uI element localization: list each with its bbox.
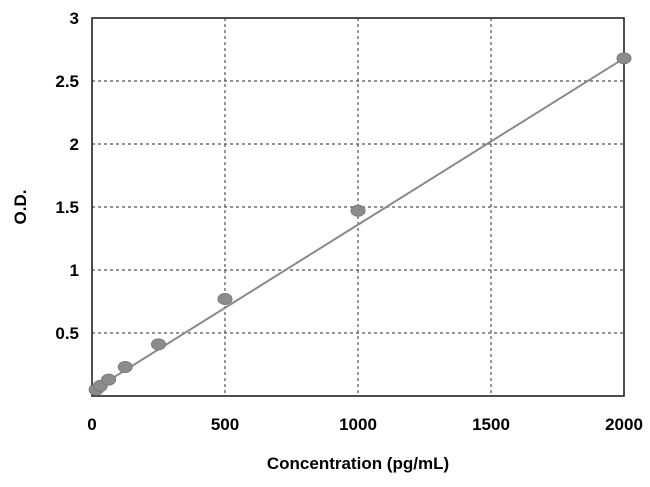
data-point (350, 204, 366, 217)
x-tick-label: 0 (87, 415, 96, 434)
y-tick-label: 1 (70, 261, 79, 280)
y-tick-label: 2 (70, 135, 79, 154)
x-tick-label: 1000 (339, 415, 377, 434)
x-tick-label: 500 (211, 415, 239, 434)
x-axis-title: Concentration (pg/mL) (267, 454, 449, 473)
y-tick-label: 2.5 (55, 72, 79, 91)
x-tick-label: 2000 (605, 415, 643, 434)
x-tick-label: 1500 (472, 415, 510, 434)
y-tick-label: 3 (70, 9, 79, 28)
data-point (101, 373, 117, 386)
data-points (88, 52, 632, 396)
data-point (117, 361, 133, 374)
data-point (616, 52, 632, 65)
fit-line-layer (91, 57, 625, 392)
data-point (151, 338, 166, 351)
fit-line (91, 57, 625, 392)
tick-labels: 0 500 1000 1500 2000 0.5 1 1.5 2 2.5 3 (55, 9, 643, 434)
data-point (217, 292, 233, 305)
y-axis-title: O.D. (11, 190, 30, 225)
y-tick-label: 1.5 (55, 198, 79, 217)
y-tick-label: 0.5 (55, 324, 79, 343)
plot-frame (91, 17, 625, 397)
